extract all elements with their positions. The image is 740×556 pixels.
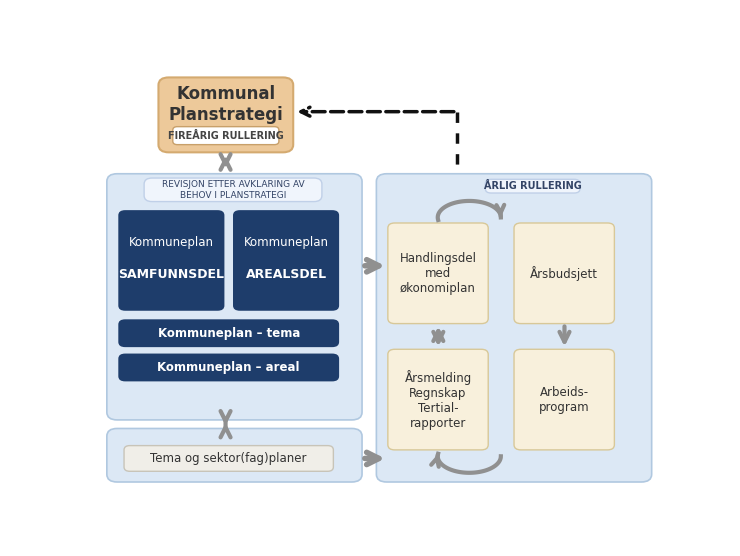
Text: Kommuneplan – areal: Kommuneplan – areal: [158, 361, 300, 374]
FancyBboxPatch shape: [118, 210, 224, 311]
FancyBboxPatch shape: [107, 429, 362, 482]
FancyBboxPatch shape: [233, 210, 339, 311]
FancyBboxPatch shape: [118, 354, 339, 381]
Text: Kommuneplan: Kommuneplan: [129, 236, 214, 249]
Text: Årsmelding
Regnskap
Tertial-
rapporter: Årsmelding Regnskap Tertial- rapporter: [404, 370, 471, 430]
FancyBboxPatch shape: [158, 77, 293, 152]
FancyBboxPatch shape: [107, 173, 362, 420]
Text: Kommuneplan – tema: Kommuneplan – tema: [158, 327, 300, 340]
Text: Arbeids-
program: Arbeids- program: [539, 385, 590, 414]
FancyBboxPatch shape: [173, 127, 279, 145]
Text: SAMFUNNSDEL: SAMFUNNSDEL: [118, 268, 224, 281]
FancyBboxPatch shape: [144, 178, 322, 202]
Text: Kommuneplan: Kommuneplan: [243, 236, 329, 249]
FancyBboxPatch shape: [377, 173, 652, 482]
FancyBboxPatch shape: [485, 180, 580, 193]
FancyBboxPatch shape: [514, 223, 614, 324]
Text: Tema og sektor(fag)planer: Tema og sektor(fag)planer: [150, 452, 307, 465]
Text: Årsbudsjett: Årsbudsjett: [530, 266, 598, 281]
Text: FIREÅRIG RULLERING: FIREÅRIG RULLERING: [168, 131, 283, 141]
Text: REVISJON ETTER AVKLARING AV
BEHOV I PLANSTRATEGI: REVISJON ETTER AVKLARING AV BEHOV I PLAN…: [162, 180, 304, 200]
Text: AREALSDEL: AREALSDEL: [246, 268, 326, 281]
Text: Kommunal
Planstrategi: Kommunal Planstrategi: [169, 85, 283, 124]
FancyBboxPatch shape: [388, 223, 488, 324]
FancyBboxPatch shape: [388, 349, 488, 450]
Text: Handlingsdel
med
økonomiplan: Handlingsdel med økonomiplan: [400, 252, 477, 295]
FancyBboxPatch shape: [118, 319, 339, 347]
Text: ÅRLIG RULLERING: ÅRLIG RULLERING: [484, 181, 582, 191]
FancyBboxPatch shape: [124, 445, 333, 471]
FancyBboxPatch shape: [514, 349, 614, 450]
